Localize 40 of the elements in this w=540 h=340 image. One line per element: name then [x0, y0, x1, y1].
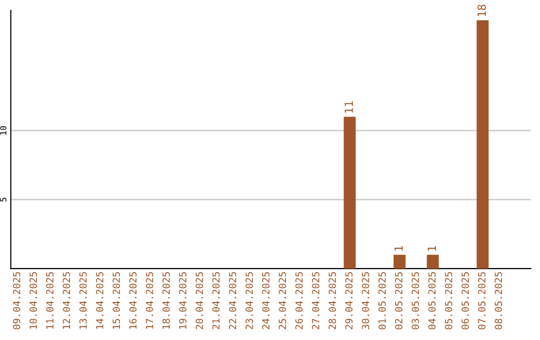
x-tick-label: 18.04.2025 — [162, 272, 170, 329]
x-tick-label: 05.05.2025 — [444, 272, 452, 330]
bar — [476, 20, 489, 269]
bar — [426, 254, 439, 269]
data-label: 18 — [477, 4, 486, 16]
x-tick-label: 24.04.2025 — [262, 272, 270, 330]
x-tick-label: 07.05.2025 — [478, 272, 486, 330]
x-tick-label: 30.04.2025 — [362, 272, 370, 330]
x-tick-label: 14.04.2025 — [96, 272, 104, 329]
y-tick-label: 10 — [0, 126, 6, 135]
x-tick-label: 19.04.2025 — [179, 272, 186, 329]
x-tick-label: 03.05.2025 — [412, 272, 420, 330]
x-tick-label: 08.05.2025 — [494, 272, 502, 330]
data-label: 11 — [344, 101, 353, 113]
x-tick-label: 28.04.2025 — [328, 272, 336, 330]
x-tick-label: 29.04.2025 — [345, 272, 353, 330]
x-tick-label: 09.04.2025 — [12, 272, 20, 330]
x-tick-label: 27.04.2025 — [312, 272, 320, 330]
x-tick-label: 01.05.2025 — [378, 272, 386, 330]
x-tick-label: 13.04.2025 — [79, 272, 87, 329]
x-tick-label: 02.05.2025 — [395, 272, 402, 330]
x-tick-label: 10.04.2025 — [30, 272, 37, 329]
x-tick-label: 15.04.2025 — [112, 272, 120, 329]
x-tick-label: 12.04.2025 — [62, 272, 70, 329]
x-tick-label: 20.04.2025 — [196, 272, 204, 330]
data-label: 1 — [428, 246, 436, 251]
bar — [394, 254, 406, 269]
data-label: 1 — [394, 246, 403, 251]
y-tick-label: 5 — [0, 198, 6, 202]
x-tick-label: 26.04.2025 — [295, 272, 303, 330]
x-tick-label: 21.04.2025 — [212, 272, 220, 330]
x-tick-label: 23.04.2025 — [246, 272, 253, 330]
x-tick-label: 04.05.2025 — [428, 272, 436, 330]
bar — [344, 116, 356, 269]
x-tick-label: 11.04.2025 — [46, 272, 54, 329]
x-tick-label: 17.04.2025 — [146, 272, 154, 329]
x-tick-label: 16.04.2025 — [129, 272, 137, 329]
x-tick-label: 25.04.2025 — [278, 272, 286, 330]
x-tick-label: 06.05.2025 — [462, 272, 469, 330]
x-tick-label: 22.04.2025 — [228, 272, 236, 330]
